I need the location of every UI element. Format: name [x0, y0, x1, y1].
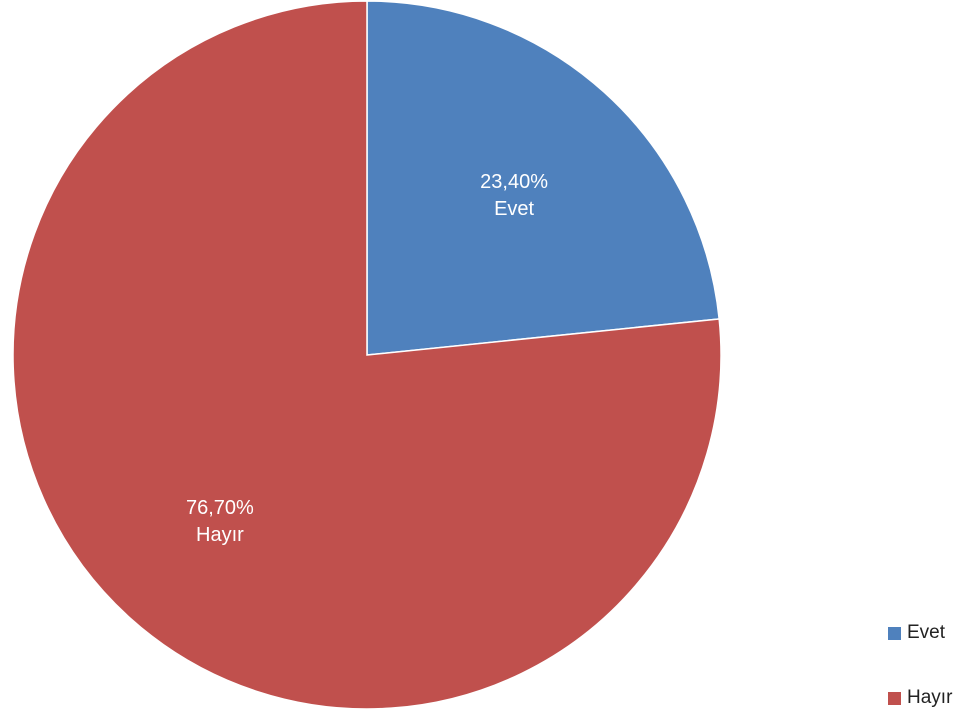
legend-item-hayir: Hayır: [888, 687, 968, 709]
legend-label-evet: Evet: [907, 622, 946, 643]
data-label-category: Evet: [494, 198, 534, 220]
legend-swatch-evet: [888, 626, 901, 640]
pie-slice-hay-r: [12, 0, 722, 710]
data-label-category: Hayır: [196, 524, 244, 546]
data-label-value: 23,40%: [480, 171, 548, 193]
legend-item-evet: Evet: [888, 622, 968, 644]
pie-data-labels: 23,40% Evet 76,70% Hayır: [186, 171, 548, 546]
pie-slice-evet: [366, 0, 720, 356]
pie-slices: [12, 0, 722, 710]
legend-swatch-hayir: [888, 691, 901, 705]
chart-legend: Evet Hayır: [888, 622, 968, 725]
legend-label-hayir: Hayır: [907, 687, 953, 708]
data-label-value: 76,70%: [186, 497, 254, 519]
